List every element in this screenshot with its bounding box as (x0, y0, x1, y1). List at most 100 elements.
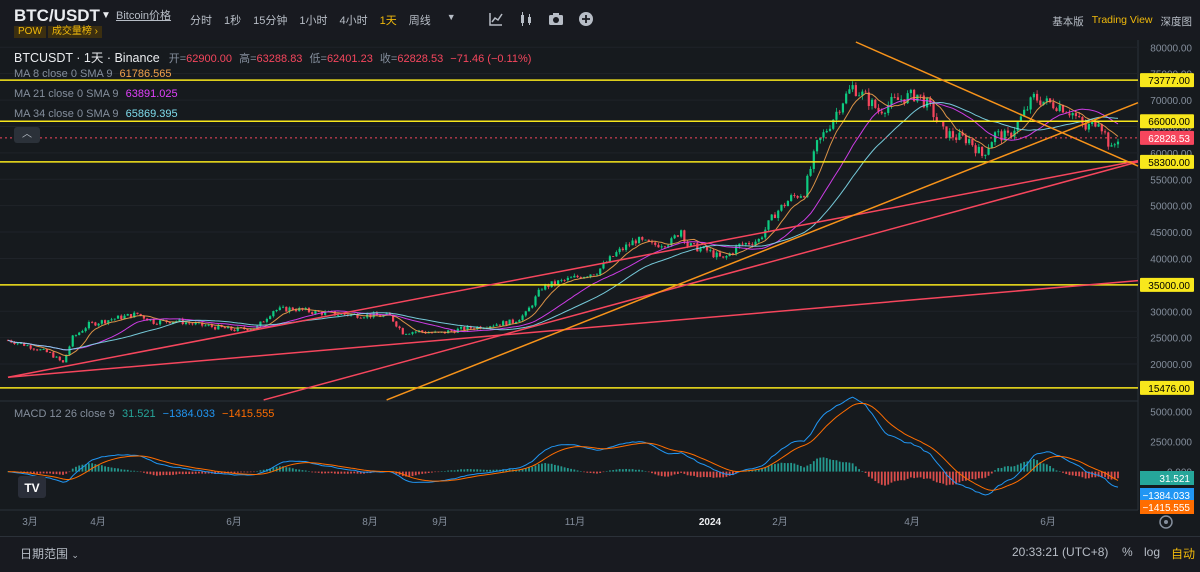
interval-tab[interactable]: 4小时 (339, 15, 368, 27)
price-chart[interactable]: 80000.0075000.0070000.0065000.0060000.00… (0, 40, 1200, 536)
macd-bar (350, 471, 352, 474)
candle-down (1068, 113, 1071, 116)
macd-legend[interactable]: MACD 12 26 close 9 31.521 −1384.033 −141… (14, 408, 275, 420)
price-label-text: 73777.00 (1148, 76, 1190, 87)
interval-tab[interactable]: 1秒 (224, 15, 242, 27)
candle-down (223, 327, 226, 329)
interval-tab[interactable]: 15分钟 (253, 15, 288, 27)
macd-bar (680, 471, 683, 473)
ma8-legend[interactable]: MA 8 close 0 SMA 9 61786.565 (14, 68, 172, 80)
macd-bar (641, 470, 644, 472)
gear-ring (1159, 515, 1173, 529)
candle-down (592, 274, 595, 276)
macd-bar (1065, 471, 1068, 475)
pair-dropdown-icon[interactable]: ▼ (101, 10, 111, 21)
candle-up (19, 343, 23, 344)
interval-tab[interactable]: 分时 (190, 15, 212, 27)
percent-toggle[interactable]: % (1122, 545, 1133, 559)
macd-bar (647, 471, 650, 473)
macd-bar (440, 471, 443, 472)
macd-bar (168, 471, 171, 476)
candle-down (155, 323, 158, 325)
pair-title[interactable]: BTC/USDT (14, 6, 100, 25)
macd-bar (864, 471, 867, 473)
macd-bar (528, 467, 530, 472)
candle-up (265, 319, 268, 322)
macd-bar (838, 461, 841, 472)
interval-tab[interactable]: 1小时 (299, 15, 328, 27)
candle-up (1016, 121, 1019, 131)
candle-up (670, 238, 673, 246)
macd-bar (427, 471, 430, 473)
candle-up (107, 320, 110, 324)
macd-bar (301, 470, 304, 472)
y-tick-label: 25000.00 (1150, 334, 1192, 345)
x-tick-label: 11月 (565, 516, 585, 528)
clock-timezone[interactable]: 20:33:21 (UTC+8) (1012, 545, 1109, 559)
macd-bar (874, 471, 877, 482)
view-depth[interactable]: 深度图 (1160, 16, 1193, 28)
macd-bar (78, 465, 81, 472)
candle-up (861, 91, 864, 96)
macd-bar (922, 471, 925, 479)
candle-up (667, 245, 670, 247)
view-basic[interactable]: 基本版 (1052, 16, 1084, 28)
coin-price-link[interactable]: Bitcoin价格 (116, 10, 172, 22)
candle-down (650, 241, 654, 243)
tag-pow[interactable]: POW (14, 26, 46, 38)
macd-bar (139, 471, 142, 473)
camera-icon[interactable] (548, 11, 564, 27)
macd-bar (589, 471, 592, 473)
candle-up (68, 346, 71, 355)
candle-up (900, 99, 903, 101)
add-icon[interactable] (578, 11, 594, 27)
candle-down (563, 279, 566, 281)
candle-up (110, 319, 113, 321)
candle-down (913, 89, 916, 102)
collapse-legend-icon[interactable]: ︿ (14, 127, 40, 143)
price-label-bg (1140, 154, 1194, 169)
macd-bar (45, 471, 48, 474)
candle-up (269, 316, 272, 320)
view-tradingview[interactable]: Trading View (1091, 14, 1153, 26)
ma34-legend[interactable]: MA 34 close 0 SMA 9 65869.395 (14, 108, 178, 120)
macd-bar (683, 471, 686, 474)
interval-tab-active[interactable]: 1天 (379, 15, 397, 27)
candle-up (977, 146, 980, 154)
candle-down (262, 321, 265, 323)
x-tick-label: 2月 (772, 516, 788, 528)
ma21-legend[interactable]: MA 21 close 0 SMA 9 63891.025 (14, 88, 178, 100)
chart-type-icon[interactable] (518, 11, 534, 27)
ma-line-8 (7, 92, 1119, 357)
auto-scale-toggle[interactable]: 自动 (1171, 547, 1196, 561)
macd-bar (702, 471, 705, 477)
interval-more-icon[interactable]: ▼ (446, 12, 456, 22)
macd-bar (120, 469, 123, 472)
macd-bar (884, 471, 886, 486)
candle-up (39, 349, 42, 351)
macd-bar (431, 471, 433, 473)
macd-bar (612, 470, 615, 472)
level-price-label: 66000.00 (1140, 114, 1194, 129)
macd-bar (434, 471, 437, 473)
date-range-button[interactable]: 日期范围 ⌄ (20, 547, 79, 561)
macd-bar (696, 471, 699, 478)
y-tick-label: 40000.00 (1150, 254, 1192, 265)
candle-down (874, 99, 877, 108)
macd-bar (75, 466, 77, 472)
candle-up (916, 94, 919, 102)
interval-tab[interactable]: 周线 (408, 15, 431, 27)
indicator-icon[interactable] (488, 11, 504, 27)
macd-bar (793, 463, 796, 472)
macd-bar (337, 471, 339, 474)
candle-down (1055, 108, 1058, 112)
macd-bar (324, 471, 327, 474)
log-toggle[interactable]: log (1144, 545, 1161, 559)
candle-down (191, 323, 194, 325)
candle-down (45, 349, 48, 353)
tag-volume-rank[interactable]: 成交量榜 › (47, 26, 103, 38)
candle-down (1039, 100, 1042, 105)
macd-bar (1117, 471, 1119, 479)
settings-gear-icon[interactable] (1159, 515, 1173, 529)
candle-down (36, 349, 39, 351)
